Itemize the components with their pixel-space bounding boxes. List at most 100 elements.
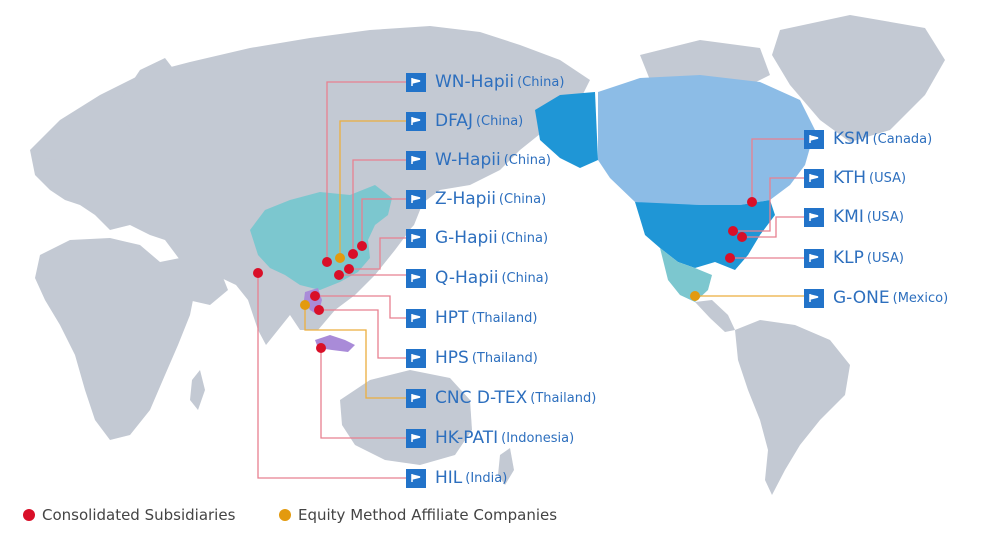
dot-w-hapii xyxy=(348,249,358,259)
flag-icon xyxy=(804,129,824,149)
location-country: (Canada) xyxy=(872,132,933,147)
location-g-one[interactable]: G-ONE (Mexico) xyxy=(804,287,948,309)
connector-kth xyxy=(733,177,804,232)
flag-icon xyxy=(804,248,824,268)
flag-icon xyxy=(406,308,426,328)
location-country: (China) xyxy=(498,192,547,207)
connector-dfaj xyxy=(339,120,406,258)
connector-wn-hapii xyxy=(326,81,406,262)
new-zealand-shape xyxy=(498,448,514,485)
flag-icon xyxy=(406,468,426,488)
location-name: WN-Hapii xyxy=(435,72,515,92)
dot-hpt xyxy=(310,291,320,301)
dot-wn-hapii xyxy=(322,257,332,267)
location-klp[interactable]: KLP (USA) xyxy=(804,247,904,269)
flag-icon xyxy=(406,428,426,448)
alaska-region xyxy=(535,92,598,168)
legend-consolidated-label: Consolidated Subsidiaries xyxy=(42,506,236,524)
dot-hil xyxy=(253,268,263,278)
location-name: KTH xyxy=(833,168,866,188)
south-america-shape xyxy=(735,320,850,495)
dot-kth xyxy=(728,226,738,236)
location-name: G-ONE xyxy=(833,288,890,308)
location-q-hapii[interactable]: Q-Hapii (China) xyxy=(406,267,549,289)
location-dots xyxy=(253,197,757,353)
dot-hk-pati xyxy=(316,343,326,353)
flag-icon xyxy=(406,268,426,288)
location-name: Q-Hapii xyxy=(435,268,499,288)
connector-hil xyxy=(257,273,406,479)
dot-hps xyxy=(314,305,324,315)
location-dfaj[interactable]: DFAJ (China) xyxy=(406,110,523,132)
dot-klp xyxy=(725,253,735,263)
legend-equity-label: Equity Method Affiliate Companies xyxy=(298,506,558,524)
flag-icon xyxy=(406,228,426,248)
location-hil[interactable]: HIL (India) xyxy=(406,467,507,489)
connector-w-hapii xyxy=(352,159,406,254)
location-name: HIL xyxy=(435,468,463,488)
flag-icon xyxy=(406,388,426,408)
location-country: (China) xyxy=(500,231,549,246)
dot-ksm xyxy=(747,197,757,207)
location-kth[interactable]: KTH (USA) xyxy=(804,167,906,189)
dot-cnc-d-tex xyxy=(300,300,310,310)
location-kmi[interactable]: KMI (USA) xyxy=(804,206,904,228)
location-z-hapii[interactable]: Z-Hapii (China) xyxy=(406,188,546,210)
flag-icon xyxy=(406,348,426,368)
location-name: Z-Hapii xyxy=(435,189,496,209)
flag-icon xyxy=(804,288,824,308)
flag-icon xyxy=(406,72,426,92)
location-name: KSM xyxy=(833,129,870,149)
location-name: HPT xyxy=(435,308,469,328)
location-country: (China) xyxy=(475,114,524,129)
location-cnc-d-tex[interactable]: CNC D-TEX (Thailand) xyxy=(406,387,596,409)
flag-icon xyxy=(804,207,824,227)
connector-hk-pati xyxy=(320,348,406,439)
connector-z-hapii xyxy=(361,198,406,246)
location-country: (India) xyxy=(465,471,508,486)
location-country: (USA) xyxy=(869,171,907,186)
mexico-region xyxy=(660,248,712,302)
greenland-shape xyxy=(772,15,945,142)
flag-icon xyxy=(406,189,426,209)
location-hk-pati[interactable]: HK-PATI (Indonesia) xyxy=(406,427,574,449)
location-name: KMI xyxy=(833,207,864,227)
legend-red-dot xyxy=(23,509,35,521)
location-country: (China) xyxy=(517,75,565,90)
location-country: (USA) xyxy=(866,251,904,266)
china-region xyxy=(250,185,392,290)
usa-region xyxy=(635,200,775,270)
location-g-hapii[interactable]: G-Hapii (China) xyxy=(406,227,548,249)
location-country: (Thailand) xyxy=(471,351,538,366)
location-wn-hapii[interactable]: WN-Hapii (China) xyxy=(406,71,564,93)
location-w-hapii[interactable]: W-Hapii (China) xyxy=(406,149,551,171)
location-hpt[interactable]: HPT (Thailand) xyxy=(406,307,537,329)
location-country: (China) xyxy=(501,271,549,286)
connector-hpt xyxy=(315,295,406,319)
flag-icon xyxy=(804,168,824,188)
legend-consolidated: Consolidated Subsidiaries xyxy=(23,505,235,525)
dot-g-one xyxy=(690,291,700,301)
location-hps[interactable]: HPS (Thailand) xyxy=(406,347,538,369)
scandinavia-shape xyxy=(120,58,178,135)
location-name: G-Hapii xyxy=(435,228,498,248)
location-country: (Mexico) xyxy=(892,291,949,306)
location-name: W-Hapii xyxy=(435,150,501,170)
dot-kmi xyxy=(737,232,747,242)
flag-icon xyxy=(406,111,426,131)
madagascar-shape xyxy=(190,370,205,410)
connector-cnc-d-tex xyxy=(304,305,406,399)
flag-icon xyxy=(406,150,426,170)
location-name: HK-PATI xyxy=(435,428,499,448)
connector-ksm xyxy=(751,138,804,202)
location-name: HPS xyxy=(435,348,469,368)
location-country: (Indonesia) xyxy=(501,431,575,446)
canada-region xyxy=(598,75,815,205)
africa-shape xyxy=(35,238,195,440)
dot-g-hapii xyxy=(344,264,354,274)
australia-shape xyxy=(340,370,472,465)
connector-g-hapii xyxy=(349,237,406,270)
legend-orange-dot xyxy=(279,509,291,521)
location-ksm[interactable]: KSM (Canada) xyxy=(804,128,932,150)
